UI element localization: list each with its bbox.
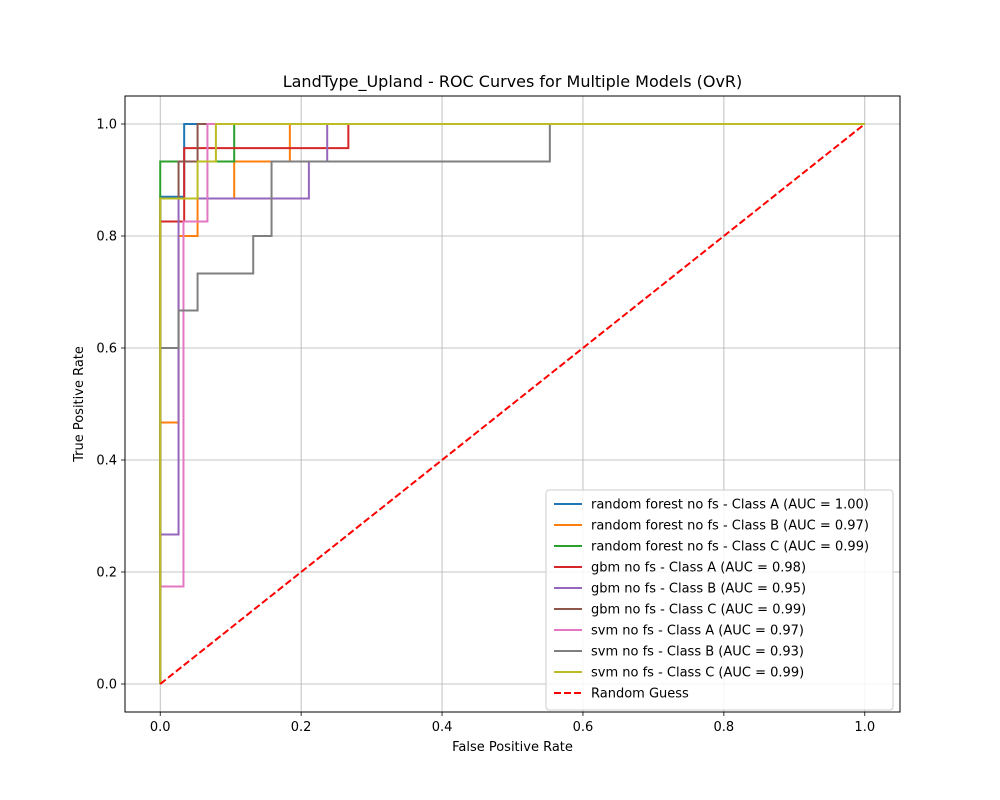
legend-label: Random Guess [591,687,689,702]
legend-label: svm no fs - Class B (AUC = 0.93) [591,645,804,660]
legend-label: gbm no fs - Class B (AUC = 0.95) [591,582,806,597]
x-tick-label: 0.4 [432,720,453,735]
x-tick-label: 0.2 [291,720,312,735]
y-tick-label: 0.6 [96,342,117,357]
legend-label: svm no fs - Class A (AUC = 0.97) [591,624,804,639]
legend-label: random forest no fs - Class B (AUC = 0.9… [591,519,869,534]
series-layer [159,123,866,685]
legend-label: random forest no fs - Class A (AUC = 1.0… [591,498,869,513]
y-tick-label: 0.8 [96,230,117,245]
roc-curve-series-8 [159,123,865,684]
x-tick-label: 0.8 [714,720,735,735]
legend-label: random forest no fs - Class C (AUC = 0.9… [591,540,869,555]
y-tick-label: 1.0 [96,118,117,133]
y-axis-label: True Positive Rate [72,346,87,463]
y-tick-label: 0.2 [96,566,117,581]
legend-label: svm no fs - Class C (AUC = 0.99) [591,666,804,681]
roc-curve-series-9 [159,123,865,684]
x-tick-label: 0.6 [573,720,594,735]
chart-title: LandType_Upland - ROC Curves for Multipl… [283,72,743,92]
x-tick-label: 1.0 [854,720,875,735]
legend-box [545,489,894,711]
x-tick-label: 0.0 [150,720,171,735]
y-tick-label: 0.4 [96,454,117,469]
y-tick-label: 0.0 [96,678,117,693]
legend-label: gbm no fs - Class A (AUC = 0.98) [591,561,806,576]
legend-label: gbm no fs - Class C (AUC = 0.99) [591,603,806,618]
grid-lines [125,96,900,712]
x-axis-label: False Positive Rate [452,740,573,755]
legend: random forest no fs - Class A (AUC = 1.0… [545,489,894,711]
plot-frame [124,95,901,713]
axis-ticks: 0.0 0.2 0.4 0.6 0.8 1.0 0.0 0.2 0.4 0.6 0.8 1.0 [96,118,875,736]
roc-curve-series-5 [159,123,865,684]
